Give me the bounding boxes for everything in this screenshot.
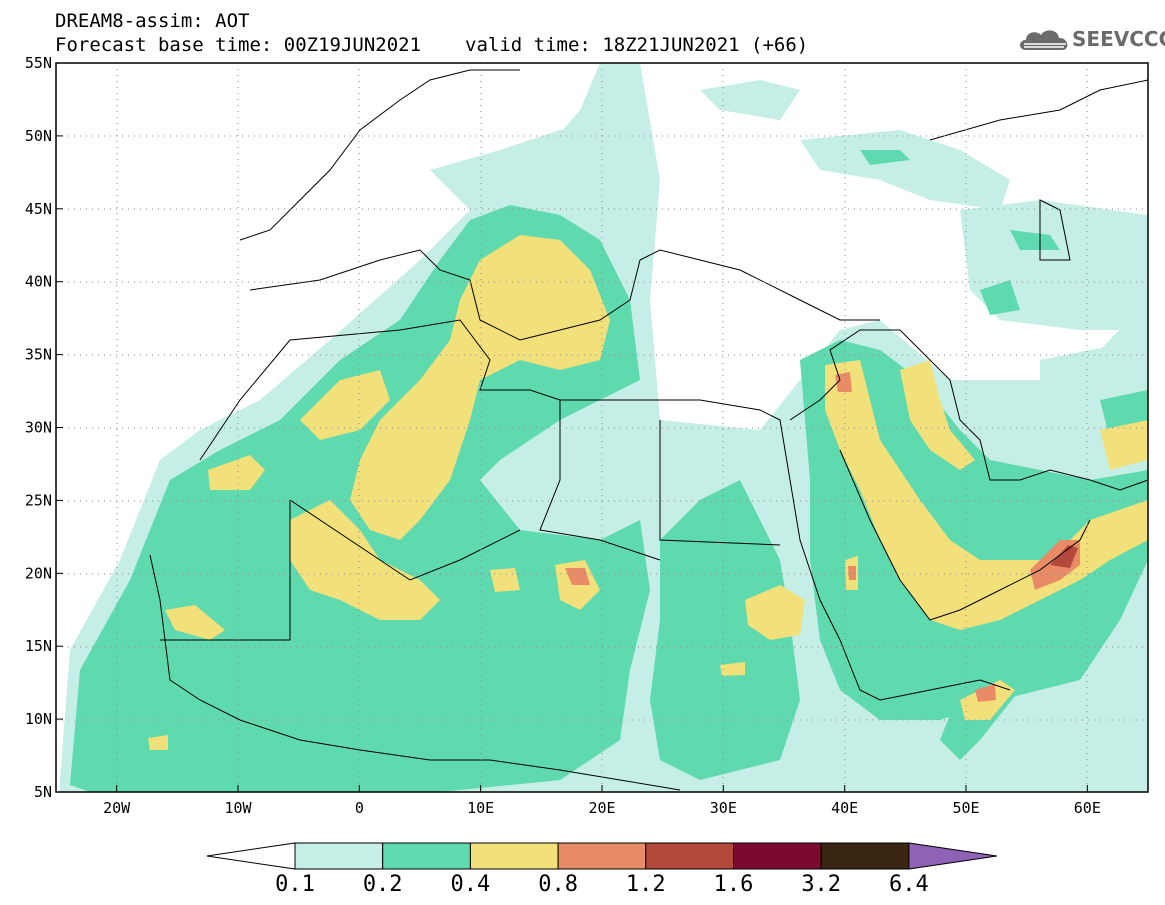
colorbar-swatch [294,842,384,870]
lon-tick-label: 20W [103,799,131,817]
colorbar-swatch [382,842,471,870]
lat-tick-label: 35N [25,346,52,364]
lon-tick-label: 50E [952,799,979,817]
base-time: Forecast base time: 00Z19JUN2021 [55,34,422,56]
colorbar-swatch [469,842,559,870]
colorbar-label: 0.8 [538,872,578,897]
lon-tick-label: 20E [588,799,615,817]
latitude-labels: 55N 50N 45N 40N 35N 30N 25N 20N 15N 10N 5N [25,54,63,801]
colorbar-labels: 0.1 0.2 0.4 0.8 1.2 1.6 3.2 6.4 [275,872,929,897]
lon-tick-label: 10W [224,799,252,817]
valid-time: valid time: 18Z21JUN2021 (+66) [465,34,809,56]
lon-tick-label: 60E [1074,799,1101,817]
forecast-times: Forecast base time: 00Z19JUN2021 valid ti… [55,34,808,56]
colorbar-swatch [645,842,734,870]
colorbar-over-triangle [908,842,997,870]
lat-tick-label: 20N [25,564,52,582]
seevccc-logo: SEEVCCC [1016,24,1165,54]
lat-tick-label: 40N [25,273,52,291]
lat-tick-label: 55N [25,54,52,72]
lat-tick-label: 5N [34,783,52,801]
lat-tick-label: 15N [25,637,52,655]
lat-tick-label: 30N [25,419,52,437]
longitude-labels: 20W 10W 0 10E 20E 30E 40E 50E 60E [103,785,1101,817]
lon-tick-label: 0 [355,799,364,817]
lat-tick-label: 50N [25,127,52,145]
lon-tick-label: 40E [831,799,858,817]
colorbar-under-triangle [206,842,296,870]
lat-tick-label: 10N [25,710,52,728]
colorbar-label: 0.2 [363,872,403,897]
aot-band-1-2 [1050,545,1078,568]
colorbar-swatches [206,842,997,870]
graticule [56,63,1148,792]
colorbar-label: 6.4 [889,872,929,897]
colorbar-label: 0.1 [275,872,315,897]
logo-text: SEEVCCC [1072,27,1165,51]
colorbar-swatch [557,842,647,870]
colorbar-label: 3.2 [801,872,841,897]
colorbar-swatch [820,842,910,870]
lon-tick-label: 10E [467,799,494,817]
cloud-logo-icon [1020,30,1068,50]
coastlines [149,69,1148,791]
colorbar-label: 0.4 [451,872,491,897]
colorbar-label: 1.2 [626,872,666,897]
map-title: DREAM8-assim: AOT [55,10,250,32]
lat-tick-label: 25N [25,491,52,509]
lon-tick-label: 30E [710,799,737,817]
aot-field [56,63,1148,792]
colorbar-label: 1.6 [714,872,754,897]
lat-tick-label: 45N [25,200,52,218]
colorbar-swatch [733,842,822,870]
